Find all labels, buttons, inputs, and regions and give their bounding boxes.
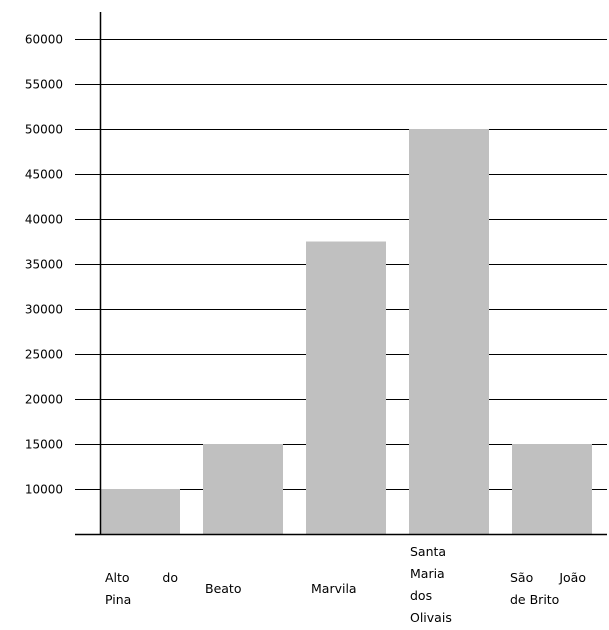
- category-label-word: Marvila: [311, 581, 357, 596]
- category-label: São João de Brito: [510, 570, 586, 607]
- category-label-word: Santa: [410, 544, 446, 559]
- y-tick-label: 40000: [25, 213, 63, 227]
- bars: [100, 129, 592, 534]
- category-label-word: Maria: [410, 566, 445, 581]
- y-tick-label: 45000: [25, 168, 63, 182]
- bar: [306, 241, 386, 534]
- category-label-word: dos: [410, 588, 432, 603]
- bar: [100, 489, 180, 534]
- category-labels: Alto do Pina Beato Marvila Santa Maria dos Oliva…: [105, 544, 586, 625]
- category-label-word: Beato: [205, 581, 241, 596]
- category-label-word: São: [510, 570, 533, 585]
- y-tick-label: 55000: [25, 78, 63, 92]
- y-tick-label: 20000: [25, 393, 63, 407]
- y-tick-label: 35000: [25, 258, 63, 272]
- bar: [203, 444, 283, 534]
- category-label-word: João: [558, 570, 586, 585]
- axes: [75, 12, 607, 536]
- y-tick-label: 50000: [25, 123, 63, 137]
- y-tick-label: 15000: [25, 438, 63, 452]
- category-label-word: Pina: [105, 592, 131, 607]
- category-label-word: Alto: [105, 570, 130, 585]
- category-label-word: de Brito: [510, 592, 559, 607]
- bar: [512, 444, 592, 534]
- y-tick-label: 60000: [25, 33, 63, 47]
- y-tick-label: 30000: [25, 303, 63, 317]
- category-label: Marvila: [311, 581, 357, 596]
- category-label-word: do: [162, 570, 178, 585]
- category-label: Santa Maria dos Olivais: [410, 544, 452, 625]
- category-label: Alto do Pina: [105, 570, 178, 607]
- y-tick-label: 10000: [25, 483, 63, 497]
- y-tick-labels: 10000 15000 20000 25000 30000 35000 40000 45000…: [25, 33, 63, 497]
- category-label-word: Olivais: [410, 610, 452, 625]
- y-tick-label: 25000: [25, 348, 63, 362]
- bar: [409, 129, 489, 534]
- category-label: Beato: [205, 581, 241, 596]
